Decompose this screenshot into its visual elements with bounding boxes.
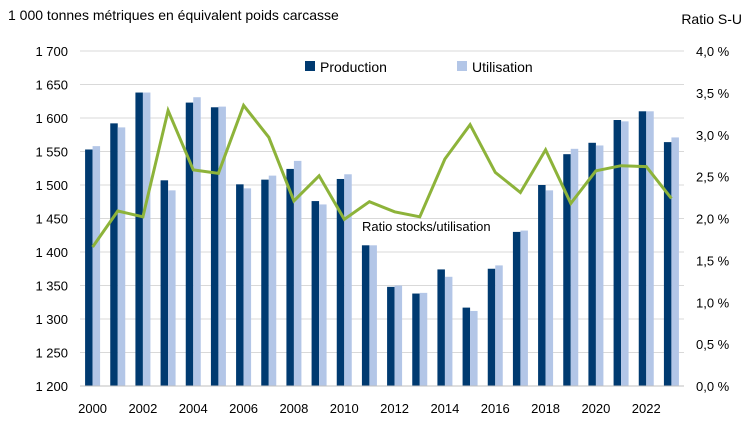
x-axis-tick-label: 2008 — [279, 401, 308, 416]
legend: Production Utilisation — [305, 59, 533, 75]
bar-production — [613, 120, 622, 386]
bar-utilisation — [193, 97, 201, 386]
left-axis-tick-label: 1 200 — [35, 379, 68, 394]
right-axis-tick-label: 2,5 % — [696, 170, 730, 185]
bar-production — [387, 286, 395, 386]
bar-utilisation — [595, 145, 604, 386]
bar-production — [135, 92, 143, 386]
x-axis-tick-label: 2022 — [632, 401, 661, 416]
bar-production — [160, 180, 169, 386]
bar-production — [588, 142, 596, 386]
bar-production — [210, 107, 219, 386]
bar-utilisation — [243, 188, 252, 386]
bar-utilisation — [319, 204, 327, 386]
bar-utilisation — [268, 175, 277, 386]
bar-production — [236, 184, 244, 386]
right-axis-tick-label: 0,5 % — [696, 337, 730, 352]
right-axis-tick-label: 3,5 % — [696, 86, 730, 101]
left-axis-tick-label: 1 250 — [35, 346, 68, 361]
bar-production — [462, 307, 471, 386]
right-axis-tick-label: 1,0 % — [696, 295, 730, 310]
bar-utilisation — [142, 92, 151, 386]
left-axis-tick-label: 1 300 — [35, 312, 68, 327]
x-axis-tick-label: 2020 — [581, 401, 610, 416]
right-axis-tick-label: 2,0 % — [696, 212, 730, 227]
left-axis-title: 1 000 tonnes métriques en équivalent poi… — [8, 7, 339, 23]
bar-production — [311, 201, 320, 386]
bar-production — [563, 154, 571, 386]
left-axis-tick-label: 1 700 — [35, 44, 68, 59]
bar-production — [538, 185, 546, 386]
x-axis-tick-label: 2006 — [229, 401, 258, 416]
left-axis-tick-label: 1 350 — [35, 279, 68, 294]
ratio-annotation: Ratio stocks/utilisation — [362, 219, 491, 234]
x-axis-tick-label: 2018 — [531, 401, 560, 416]
x-axis-tick-label: 2000 — [78, 401, 107, 416]
legend-label-production: Production — [320, 59, 387, 75]
legend-swatch-production — [305, 61, 315, 71]
bar-utilisation — [369, 245, 377, 386]
bar-production — [185, 102, 194, 386]
bar-production — [487, 268, 496, 386]
right-axis-tick-label: 4,0 % — [696, 44, 730, 59]
bar-production — [663, 142, 672, 386]
ratio-line-group — [91, 102, 673, 248]
bar-production — [110, 123, 118, 387]
left-axis-tick-label: 1 550 — [35, 145, 68, 160]
left-axis-tick-label: 1 400 — [35, 245, 68, 260]
bar-utilisation — [545, 190, 554, 386]
legend-label-utilisation: Utilisation — [472, 59, 533, 75]
right-axis-tick-label: 3,0 % — [696, 128, 730, 143]
bar-utilisation — [394, 285, 403, 386]
bar-utilisation — [520, 230, 528, 386]
bar-utilisation — [570, 148, 579, 386]
bar-production — [85, 149, 93, 386]
right-axis-tick-label: 0,0 % — [696, 379, 730, 394]
bar-utilisation — [419, 292, 428, 386]
bar-utilisation — [168, 190, 176, 386]
left-axis-tick-label: 1 650 — [35, 78, 68, 93]
bar-utilisation — [218, 106, 226, 387]
bar-production — [261, 179, 269, 386]
bar-utilisation — [646, 111, 654, 387]
x-axis-tick-label: 2012 — [380, 401, 409, 416]
gridlines — [80, 50, 684, 353]
x-axis-tick-label: 2002 — [128, 401, 157, 416]
x-axis-tick-label: 2004 — [179, 401, 208, 416]
ratio-line — [91, 102, 673, 248]
x-axis-tick-label: 2016 — [481, 401, 510, 416]
legend-swatch-utilisation — [457, 61, 467, 71]
bar-production — [361, 245, 370, 386]
right-axis-title: Ratio S-U — [681, 11, 742, 27]
bar-utilisation — [344, 174, 352, 386]
bar-utilisation — [470, 310, 478, 386]
right-axis-tick-label: 1,5 % — [696, 253, 730, 268]
axes-group: 1 200 1 250 1 300 1 350 1 400 1 450 1 500 1 550… — [35, 44, 729, 416]
bar-production — [512, 231, 521, 386]
bar-utilisation — [117, 127, 126, 386]
bar-production — [638, 111, 647, 387]
bar-utilisation — [671, 137, 679, 386]
bar-utilisation — [621, 121, 629, 386]
bars-group — [85, 92, 679, 387]
bar-production — [336, 178, 345, 386]
x-axis-tick-label: 2014 — [430, 401, 459, 416]
bar-production — [437, 269, 445, 386]
left-axis-tick-label: 1 500 — [35, 178, 68, 193]
bar-utilisation — [92, 146, 101, 386]
bar-utilisation — [444, 276, 453, 386]
bar-production — [412, 293, 420, 386]
bar-utilisation — [293, 160, 302, 386]
x-axis-tick-label: 2010 — [330, 401, 359, 416]
left-axis-tick-label: 1 600 — [35, 111, 68, 126]
bar-utilisation — [495, 265, 503, 386]
bar-production — [286, 168, 294, 386]
left-axis-tick-label: 1 450 — [35, 212, 68, 227]
